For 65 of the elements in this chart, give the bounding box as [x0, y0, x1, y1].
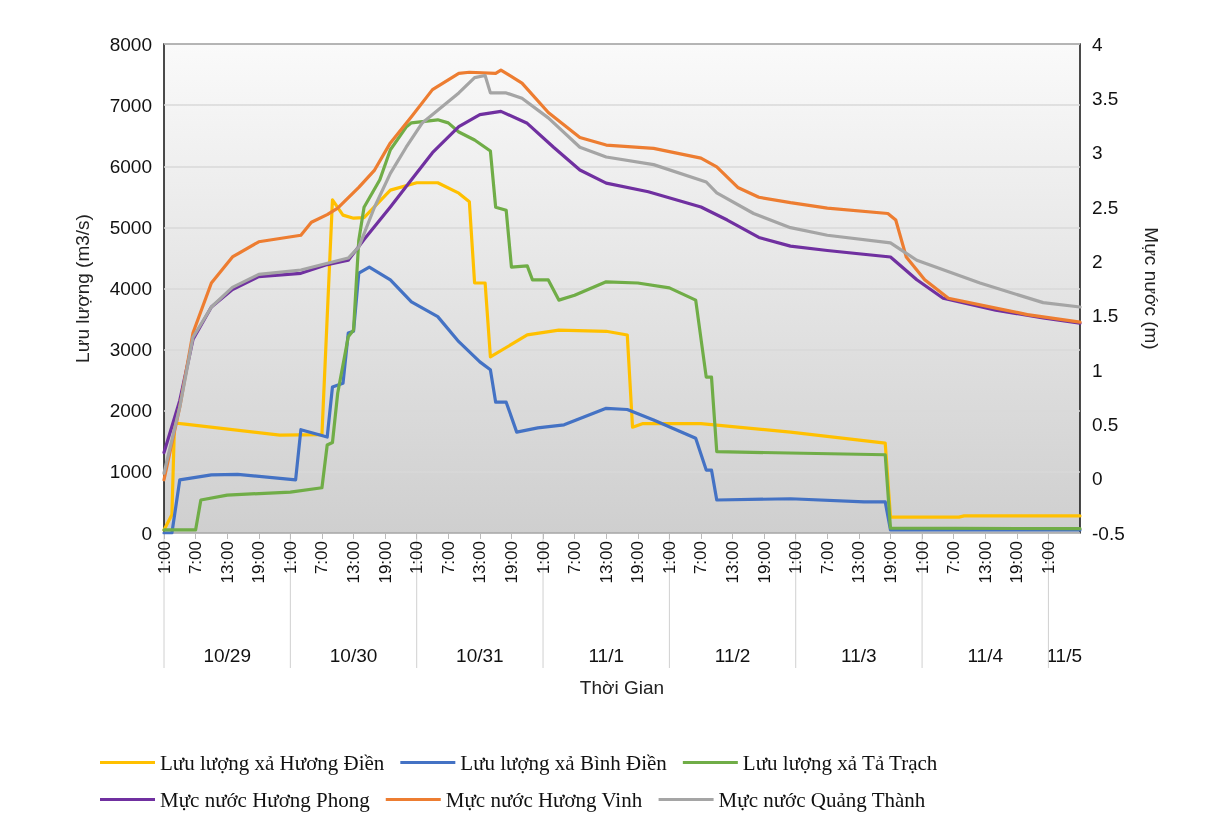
legend-label: Mực nước Hương Phong [160, 787, 371, 812]
y-tick-label: 0 [141, 522, 152, 544]
y2-tick-label: 4 [1092, 33, 1103, 55]
legend-label: Mực nước Quảng Thành [718, 787, 926, 812]
x-tick-label: 19:00 [1007, 541, 1027, 584]
y-tick-label: 8000 [109, 33, 152, 55]
x-tick-label: 13:00 [849, 541, 869, 584]
text: 10/30 [329, 644, 378, 666]
y-tick-label: 1000 [109, 461, 152, 483]
x-tick-label: 1:00 [533, 541, 553, 575]
text: 11/4 [967, 644, 1004, 666]
y2-tick-label: -0.5 [1092, 522, 1125, 544]
y2-tick-label: 1 [1092, 359, 1103, 381]
x-tick-label: 19:00 [880, 541, 900, 584]
y2-tick-label: 0 [1092, 468, 1103, 490]
y2-tick-label: 1.5 [1092, 305, 1119, 327]
y-tick-label: 5000 [109, 216, 152, 238]
legend-label: Lưu lượng xả Bình Điền [460, 750, 668, 775]
x-tick-label: 7:00 [817, 541, 837, 575]
x-tick-label: 1:00 [154, 541, 174, 575]
x-tick-label: 19:00 [375, 541, 395, 584]
legend-label: Mực nước Hương Vinh [445, 787, 643, 812]
x-tick-label: 19:00 [754, 541, 774, 584]
x-tick-label: 1:00 [786, 541, 806, 575]
y2-tick-label: 0.5 [1092, 413, 1119, 435]
x-tick-label: 19:00 [628, 541, 648, 584]
y2-tick-label: 3.5 [1092, 87, 1119, 109]
y-tick-label: 3000 [109, 339, 152, 361]
x-axis-title: Thời Gian [579, 677, 665, 698]
y-tick-label: 2000 [109, 400, 152, 422]
x-tick-label: 7:00 [312, 541, 332, 575]
y-tick-label: 7000 [109, 94, 152, 116]
text: 10/31 [456, 644, 504, 666]
y2-tick-label: 3 [1092, 142, 1103, 164]
x-tick-label: 1:00 [912, 541, 932, 575]
x-tick-label: 19:00 [501, 541, 521, 584]
text: 11/3 [841, 644, 877, 666]
x-tick-label: 13:00 [723, 541, 743, 584]
y2-tick-label: 2 [1092, 250, 1103, 272]
y-tick-label: 6000 [109, 155, 152, 177]
legend-label: Lưu lượng xả Tả Trạch [742, 750, 938, 775]
x-tick-label: 13:00 [470, 541, 490, 584]
x-tick-label: 7:00 [691, 541, 711, 575]
x-tick-label: 13:00 [344, 541, 364, 584]
x-tick-label: 7:00 [565, 541, 585, 575]
y-tick-label: 4000 [109, 278, 152, 299]
y2-axis-title: Mực nước (m) [1141, 227, 1162, 350]
x-tick-label: 13:00 [217, 541, 237, 584]
x-tick-label: 7:00 [944, 541, 964, 575]
x-tick-label: 7:00 [186, 541, 206, 575]
x-tick-label: 1:00 [1038, 541, 1058, 575]
x-tick-label: 1:00 [659, 541, 679, 575]
y-axis-title: Lưu lượng (m3/s) [72, 214, 93, 363]
text: 11/2 [714, 644, 751, 666]
x-tick-label: 13:00 [596, 541, 616, 584]
x-tick-label: 19:00 [249, 541, 269, 584]
y2-tick-label: 2.5 [1092, 196, 1119, 218]
legend-label: Lưu lượng xả Hương Điền [160, 750, 385, 775]
text: 11/1 [588, 644, 624, 666]
x-tick-label: 13:00 [975, 541, 995, 584]
x-tick-label: 1:00 [407, 541, 427, 575]
x-tick-label: 7:00 [438, 541, 458, 575]
x-tick-label: 1:00 [280, 541, 300, 575]
text: 11/5 [1046, 644, 1082, 666]
text: 10/29 [203, 644, 251, 666]
